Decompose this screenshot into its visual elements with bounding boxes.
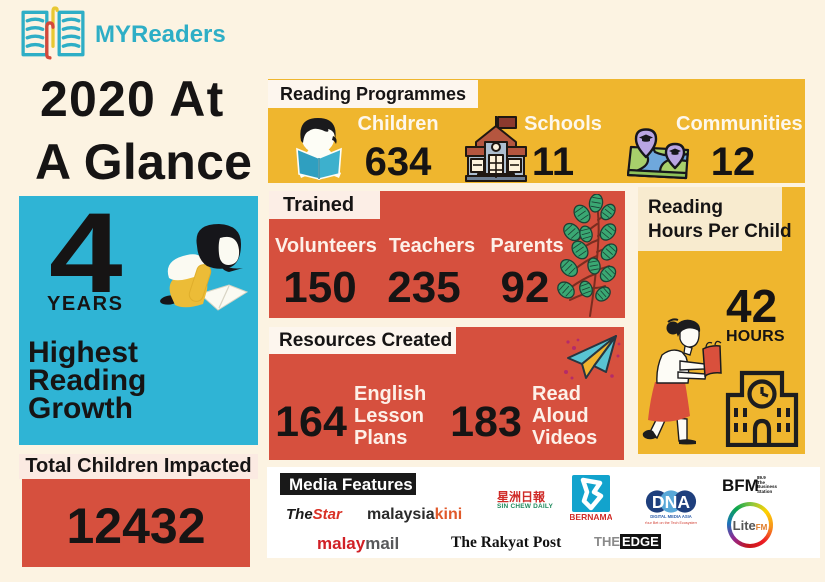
- svg-text:Your Bet on the Tech Ecosystem: Your Bet on the Tech Ecosystem: [645, 521, 697, 525]
- svg-text:BERNAMA: BERNAMA: [570, 512, 612, 522]
- svg-text:DIGITAL MEDIA ASIA: DIGITAL MEDIA ASIA: [650, 514, 692, 519]
- svg-text:DNA: DNA: [652, 492, 690, 512]
